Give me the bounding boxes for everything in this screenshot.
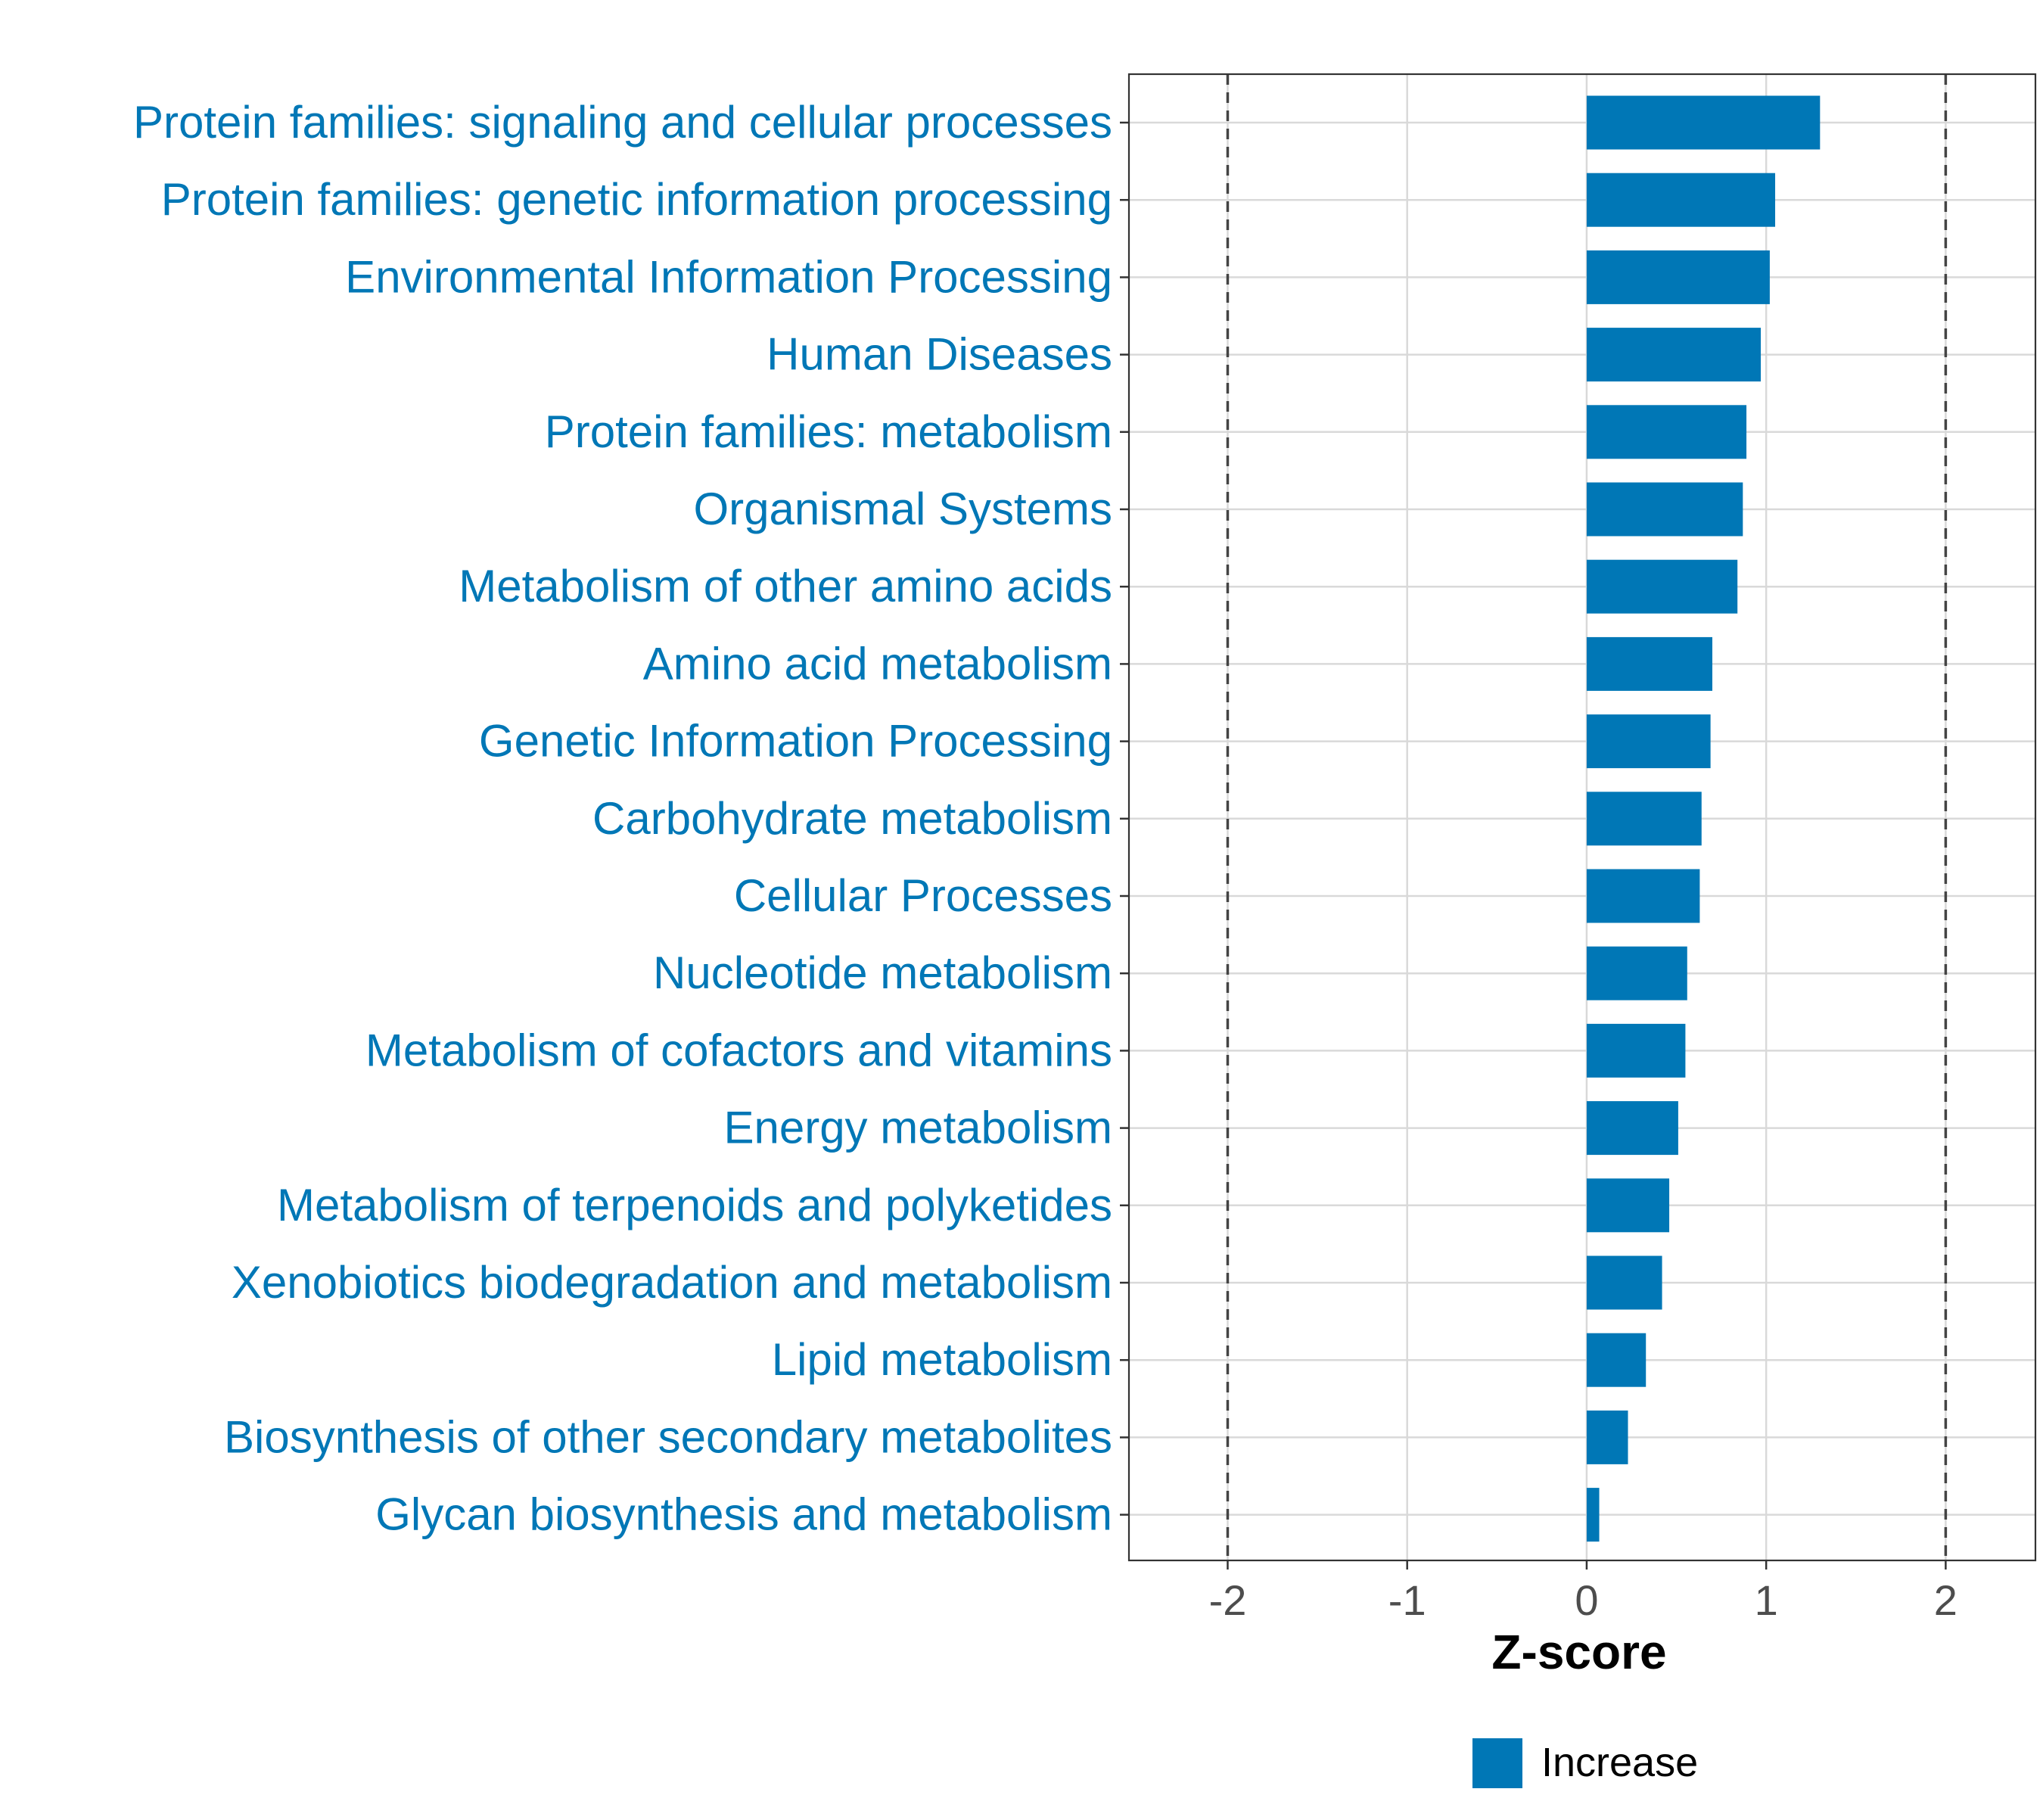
y-tick-label: Carbohydrate metabolism — [592, 793, 1112, 844]
x-tick-label: 2 — [1934, 1576, 1957, 1624]
bar-layer — [1586, 95, 1821, 1542]
bar — [1586, 405, 1747, 459]
grid-layer — [1129, 74, 2035, 1560]
y-tick-label: Metabolism of other amino acids — [459, 561, 1112, 611]
y-tick-label: Human Diseases — [767, 329, 1112, 380]
y-tick-label: Xenobiotics biodegradation and metabolis… — [232, 1257, 1112, 1308]
legend-label: Increase — [1541, 1740, 1698, 1785]
bar — [1586, 482, 1743, 537]
y-tick-label: Protein families: signaling and cellular… — [133, 97, 1112, 148]
y-tick-label: Energy metabolism — [723, 1103, 1112, 1153]
y-tick-label: Nucleotide metabolism — [653, 947, 1112, 998]
y-tick-label: Environmental Information Processing — [345, 251, 1112, 302]
bar — [1586, 173, 1776, 227]
y-tick-label: Metabolism of cofactors and vitamins — [365, 1025, 1112, 1075]
legend: Increase — [1472, 1738, 1698, 1788]
bar — [1586, 1488, 1600, 1542]
bar — [1586, 714, 1711, 769]
bar — [1586, 1023, 1686, 1078]
y-tick-label: Lipid metabolism — [772, 1334, 1112, 1385]
bar — [1586, 559, 1738, 614]
bar — [1586, 636, 1712, 691]
bar — [1586, 1410, 1628, 1464]
bar — [1586, 1101, 1678, 1156]
bar — [1586, 1178, 1670, 1233]
y-tick-label: Cellular Processes — [734, 870, 1112, 921]
bar — [1586, 250, 1770, 304]
x-tick-label: -2 — [1209, 1576, 1247, 1624]
y-tick-label: Protein families: metabolism — [545, 406, 1112, 457]
bar — [1586, 792, 1702, 846]
bar — [1586, 946, 1687, 1000]
legend-swatch — [1472, 1738, 1522, 1788]
y-tick-label: Amino acid metabolism — [643, 638, 1112, 689]
bar — [1586, 95, 1821, 150]
y-tick-label: Glycan biosynthesis and metabolism — [375, 1489, 1112, 1540]
y-tick-label: Biosynthesis of other secondary metaboli… — [224, 1411, 1112, 1462]
bar — [1586, 328, 1762, 382]
x-axis-title: Z-score — [1491, 1625, 1666, 1679]
bar — [1586, 869, 1700, 923]
x-tick-label: -1 — [1388, 1576, 1426, 1624]
x-tick-label: 0 — [1575, 1576, 1598, 1624]
bar — [1586, 1255, 1662, 1310]
bar — [1586, 1333, 1647, 1387]
y-tick-label: Metabolism of terpenoids and polyketides — [277, 1180, 1112, 1230]
y-tick-layer: Protein families: signaling and cellular… — [133, 97, 1129, 1540]
x-tick-layer: -2 -1 0 1 2 — [1209, 1560, 1957, 1624]
reference-line-layer — [1226, 74, 1948, 1560]
plot-frame — [1127, 73, 2037, 1562]
y-tick-label: Genetic Information Processing — [479, 716, 1112, 767]
y-tick-label: Organismal Systems — [694, 484, 1112, 534]
y-tick-label: Protein families: genetic information pr… — [161, 174, 1112, 225]
x-tick-label: 1 — [1755, 1576, 1778, 1624]
